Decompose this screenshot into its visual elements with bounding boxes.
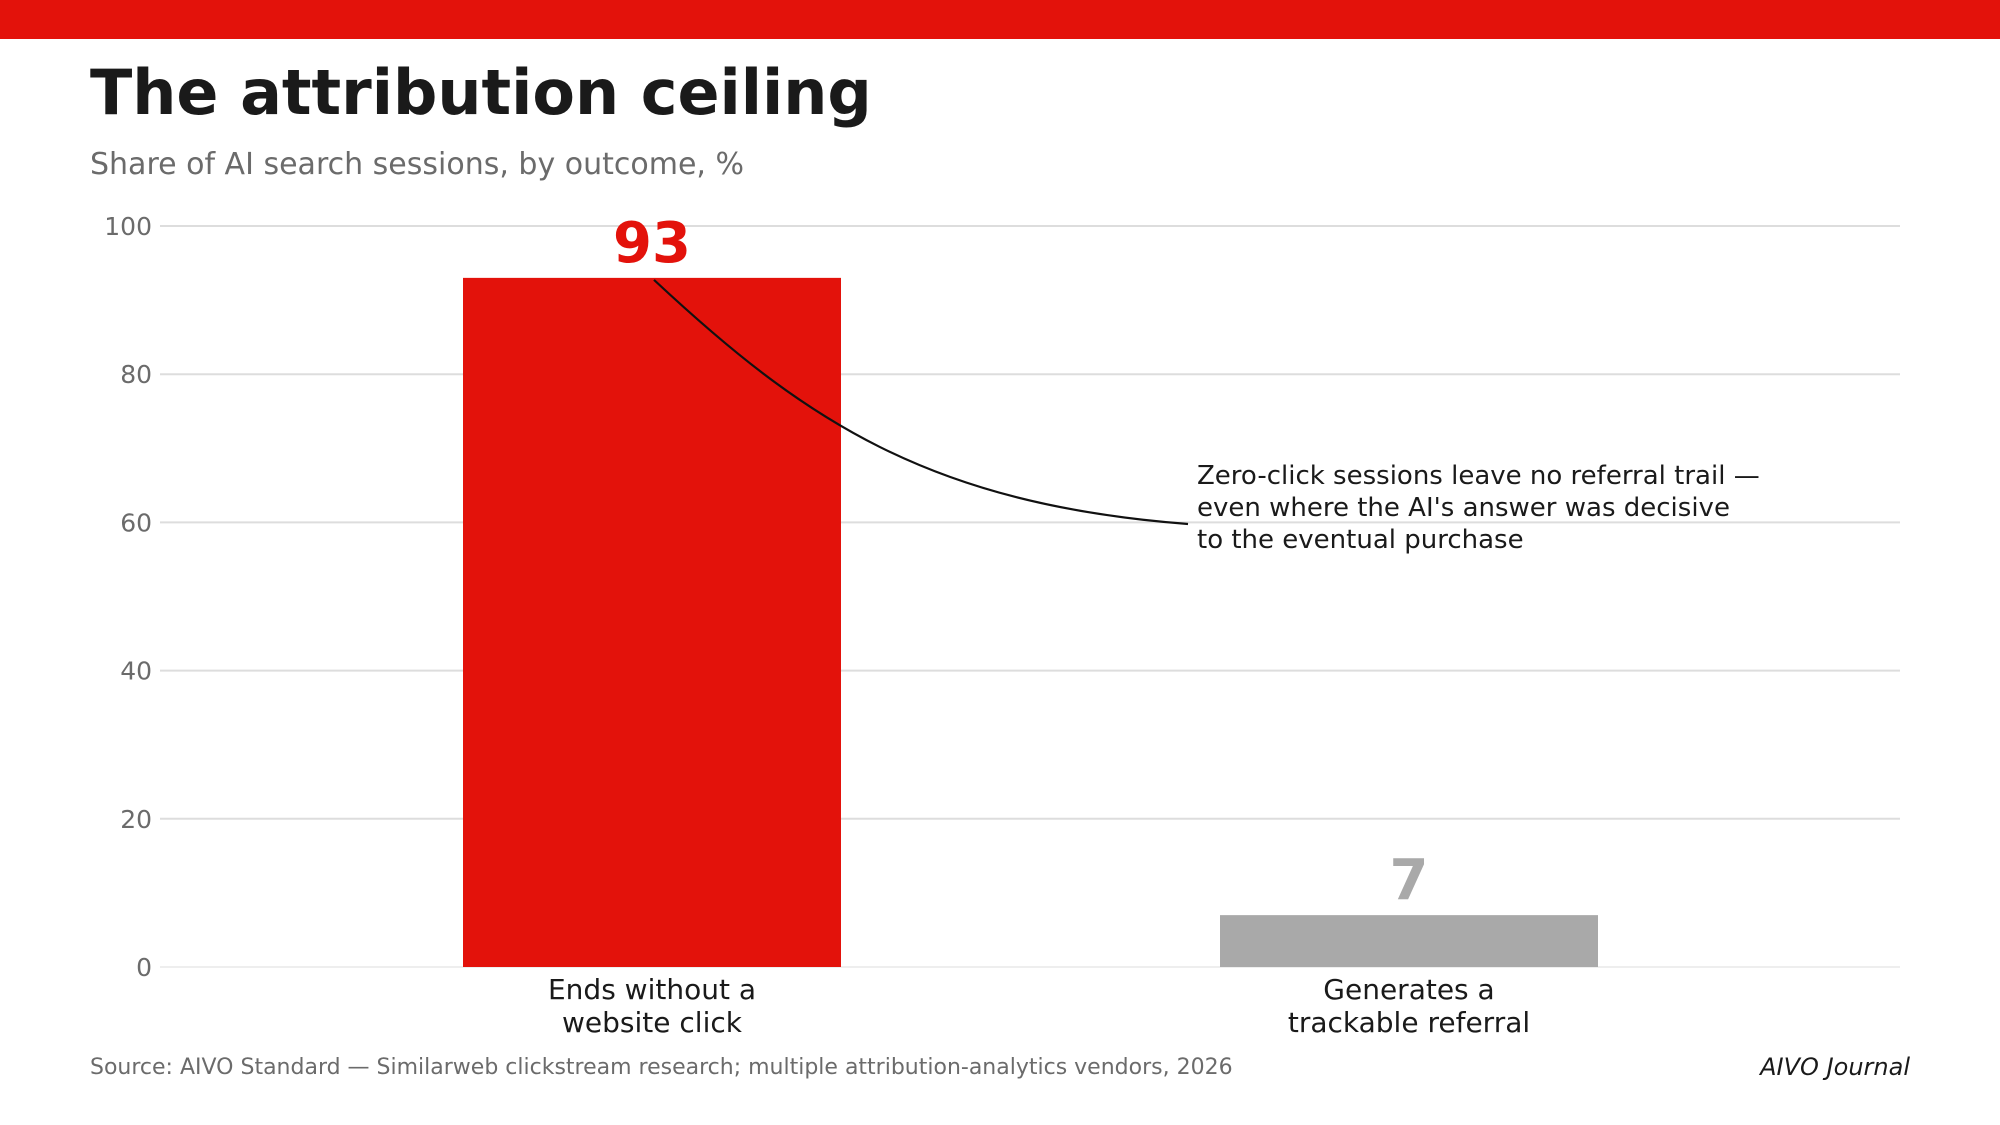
annotation: Zero-click sessions leave no referral tr…	[653, 279, 1760, 555]
bar-value-label: 93	[613, 211, 691, 276]
y-axis-ticks: 0 20 40 60 80 100	[104, 212, 152, 982]
y-tick-label: 80	[120, 360, 152, 389]
annotation-connector	[653, 279, 1189, 526]
brand-logo-text: AIVO Journal	[1760, 1053, 1910, 1081]
y-tick-label: 40	[120, 657, 152, 686]
top-accent-bar	[0, 0, 2000, 39]
gridlines	[160, 225, 1900, 968]
value-labels: 93 7	[613, 211, 1428, 913]
bar	[1220, 915, 1598, 967]
x-tick-label: trackable referral	[1288, 1006, 1530, 1039]
bars	[463, 277, 1598, 967]
chart-title: The attribution ceiling	[90, 56, 872, 129]
y-tick-label: 0	[136, 953, 152, 982]
y-tick-label: 60	[120, 508, 152, 537]
chart-subtitle: Share of AI search sessions, by outcome,…	[90, 147, 744, 182]
x-tick-label: website click	[562, 1006, 743, 1039]
bar-value-label: 7	[1390, 848, 1429, 913]
x-tick-label: Generates a	[1323, 973, 1494, 1006]
y-tick-label: 20	[120, 805, 152, 834]
y-tick-label: 100	[104, 212, 152, 241]
annotation-text-line: to the eventual purchase	[1197, 525, 1524, 555]
x-tick-label: Ends without a	[548, 973, 756, 1006]
annotation-text-line: even where the AI's answer was decisive	[1197, 493, 1730, 523]
bar	[463, 277, 841, 967]
source-note: Source: AIVO Standard — Similarweb click…	[90, 1055, 1233, 1080]
annotation-text-line: Zero-click sessions leave no referral tr…	[1197, 461, 1760, 491]
